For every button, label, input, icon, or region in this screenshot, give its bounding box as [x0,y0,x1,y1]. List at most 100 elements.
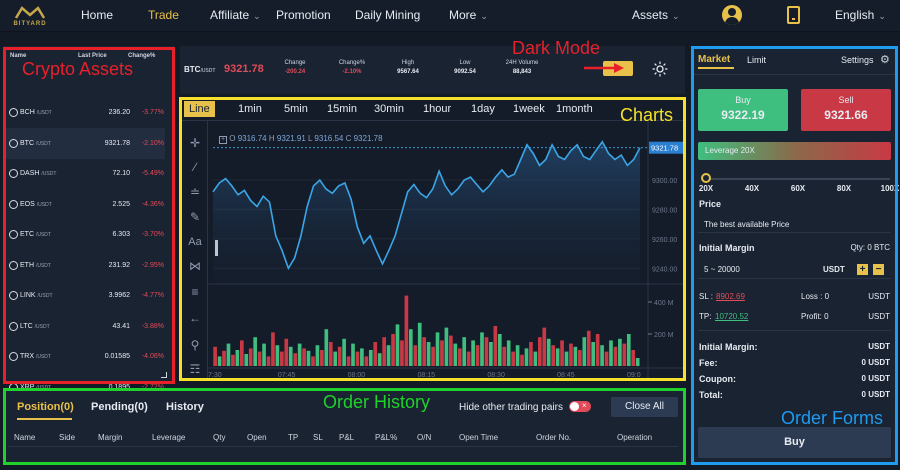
trend-line-icon[interactable]: ∕ [193,160,196,174]
nav-trade[interactable]: Trade [148,8,179,22]
tp-value[interactable]: 10720.52 [715,312,749,321]
leverage-tick[interactable]: 80X [836,184,852,193]
timeframe-1week[interactable]: 1week [513,103,545,115]
volume-bar [333,351,338,366]
submit-buy-button[interactable]: Buy [698,427,891,458]
volume-bar [462,337,467,366]
volume-bar [337,346,342,366]
bityard-logo[interactable]: BITYARD [8,2,52,30]
volume-bar [449,335,453,366]
asset-row-btc[interactable]: BTC /USDT 9321.78 -2.10% [6,127,165,159]
asset-row-eos[interactable]: EOS /USDT 2.525 -4.36% [6,189,165,220]
arrow-right-icon [584,63,624,73]
close-all-button[interactable]: Close All [611,397,678,417]
nav-assets[interactable]: Assets ⌄ [632,8,680,22]
asset-row-eth[interactable]: ETH /USDT 231.92 -2.95% [6,250,165,281]
header-name[interactable]: Name [10,53,27,59]
tab-pending[interactable]: Pending(0) [91,401,148,413]
volume-bar [288,346,293,366]
timeframe-5min[interactable]: 5min [284,103,308,115]
sl-value[interactable]: 8902.69 [716,292,745,301]
mobile-app-icon[interactable] [787,6,800,24]
tab-history[interactable]: History [166,401,204,413]
user-avatar-icon[interactable] [722,5,742,25]
zoom-icon[interactable]: ⚲ [190,338,200,352]
timeframe-30min[interactable]: 30min [374,103,404,115]
asset-quote: /USDT [36,201,52,208]
price-input[interactable]: The best available Price [698,215,891,233]
nav-daily-mining[interactable]: Daily Mining [355,8,421,22]
measure-icon[interactable]: ≡ [191,285,199,299]
timeframe-line[interactable]: Line [184,101,215,117]
header-last-price[interactable]: Last Price [78,53,107,59]
hide-pairs-toggle[interactable]: × [569,401,591,412]
asset-row-etc[interactable]: ETC /USDT 6.303 -3.70% [6,219,165,250]
volume-bar [533,351,538,366]
ticker-low-label: Low [459,60,471,66]
minus-icon[interactable]: − [873,264,884,275]
expand-icon[interactable]: + [219,136,227,144]
resize-handle-icon[interactable] [161,372,167,378]
volume-bar [222,350,226,366]
tab-market[interactable]: Market [698,54,731,65]
volume-bar [471,340,475,366]
timeframe-15min[interactable]: 15min [327,103,357,115]
volume-bar [604,351,609,366]
leverage-slider-knob[interactable] [701,173,711,183]
summary-label: Initial Margin: [699,342,758,352]
time-tick-label: 08:45 [557,372,575,379]
sell-price-button[interactable]: Sell 9321.66 [801,89,891,131]
pattern-icon[interactable]: ⋈ [189,259,201,273]
volume-bar [631,350,636,366]
asset-row-link[interactable]: LINK /USDT 3.9962 -4.77% [6,280,165,311]
nav-affiliate[interactable]: Affiliate ⌄ [210,8,261,22]
sun-icon[interactable] [652,61,668,77]
active-tab-underline [17,418,72,420]
leverage-tick[interactable]: 100X [880,184,900,193]
price-chart[interactable]: 9300.00 9280.00 9260.00 9240.00 9321.78 400 M… [208,121,684,379]
ticker-changepct-label: Change% [338,60,366,66]
asset-row-bch[interactable]: BCH /USDT 236.20 -3.77% [6,97,165,128]
nav-promotion[interactable]: Promotion [276,8,331,22]
plus-icon[interactable]: + [857,264,868,275]
language-select[interactable]: English ⌄ [835,8,886,22]
brush-icon[interactable]: ✎ [189,210,201,224]
asset-change: -3.77% [141,109,164,116]
column-header: Operation [617,433,653,442]
volume-bar [600,345,604,366]
ticker-change-label: Change [284,60,306,66]
chart-settings-icon[interactable]: ☶ [189,362,201,376]
timeframe-1hour[interactable]: 1hour [423,103,452,115]
timeframe-1month[interactable]: 1month [556,103,593,115]
nav-more[interactable]: More ⌄ [449,8,488,22]
margin-input[interactable]: 5 ~ 20000 USDT [698,259,891,279]
leverage-tick[interactable]: 40X [744,184,760,193]
ticker-bar [180,46,685,94]
crosshair-icon[interactable]: ✛ [189,136,201,150]
profit-label: Profit: 0 [801,312,829,321]
leverage-tick[interactable]: 60X [790,184,806,193]
timeframe-1min[interactable]: 1min [238,103,262,115]
leverage-slider-track[interactable] [706,178,890,180]
ohlc-low: 9316.54 [314,134,344,143]
coin-icon [9,321,18,331]
fib-icon[interactable]: ≐ [189,185,201,199]
settings-link[interactable]: Settings [841,55,874,65]
tab-position[interactable]: Position(0) [17,401,74,413]
text-tool-icon[interactable]: Aa [188,236,202,248]
gear-icon[interactable]: ⚙ [880,54,890,66]
asset-change: -4.77% [141,292,164,299]
buy-price-button[interactable]: Buy 9322.19 [698,89,788,131]
asset-row-ltc[interactable]: LTC /USDT 43.41 -3.88% [6,311,165,342]
timeframe-1day[interactable]: 1day [471,103,495,115]
nav-home[interactable]: Home [81,8,114,22]
volume-bar [266,356,271,366]
tab-limit[interactable]: Limit [747,55,767,65]
back-arrow-icon[interactable]: ← [189,311,201,325]
leverage-tick[interactable]: 20X [698,184,714,193]
nav-more-label: More [449,8,477,22]
asset-name: TRX /USDT [20,353,51,360]
asset-row-trx[interactable]: TRX /USDT 0.01585 -4.06% [6,341,165,372]
asset-row-dash[interactable]: DASH /USDT 72.10 -5.49% [6,158,165,189]
header-change[interactable]: Change% [128,53,156,59]
